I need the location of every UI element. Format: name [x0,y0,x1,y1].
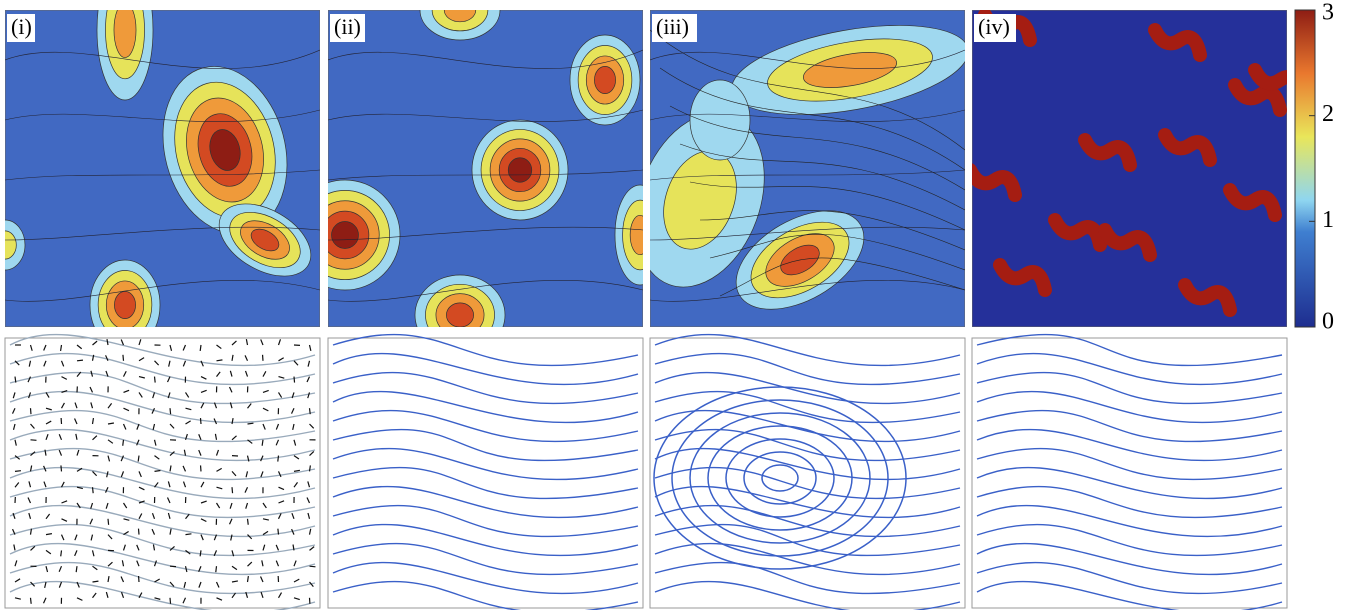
contour-panels: (i) (ii) (iii) (iv) [0,0,1300,355]
vector-arrow [278,456,279,462]
contour-blob [446,303,473,327]
vector-arrow [186,534,192,535]
panel-label: (i) [11,14,32,39]
vector-arrow [310,408,311,414]
streamline-panel [650,334,965,610]
colorbar-tick-label: 2 [1322,101,1334,127]
contour-blob [332,222,359,249]
contour-panel [290,0,665,355]
contour-blob [594,66,615,93]
vector-arrow [15,377,16,383]
vector-arrow [200,345,201,351]
colorbar-tick-label: 1 [1322,207,1334,233]
vector-arrow [248,423,254,424]
contour-blob [508,158,532,183]
panel-frame [328,338,643,608]
panel-frame [5,338,320,608]
colorbar [1295,10,1315,327]
contour-panel [970,10,1300,327]
vector-arrow [76,566,77,572]
vector-arrow [31,598,32,604]
contour-blob [444,0,476,22]
streamline-panel [972,334,1287,610]
vector-arrow [138,529,139,535]
vector-arrow [93,487,94,493]
contour-blob [114,291,135,318]
contour-blob [630,215,650,254]
vector-arrow [310,566,316,567]
vector-arrow [216,566,217,572]
vector-arrow [155,377,156,383]
vector-arrow [61,465,62,471]
vector-arrow [138,456,139,462]
figure: (i) (ii) (iii) (iv) 0 1 2 3 [0,0,1357,610]
colorbar-tick-label: 0 [1322,309,1334,335]
panel-frame [972,338,1287,608]
vector-arrow [77,360,83,361]
vector-arrow [15,471,21,472]
contour-panel [0,0,323,350]
contour-blob [114,2,136,57]
streamline-panel [5,334,320,610]
vector-arrow [200,418,201,424]
vector-arrow [170,598,171,604]
vector-arrow [123,440,124,446]
panel-label: (iii) [656,14,689,39]
contour-panel [613,10,975,330]
vector-arrow [108,519,109,525]
contour-blob [690,80,750,160]
vector-arrow [61,550,62,556]
vector-arrow [248,519,249,525]
vector-arrow [294,377,295,383]
vector-arrow [278,529,279,535]
vector-arrow [123,355,124,361]
panel-label: (ii) [334,14,361,39]
streamline-panels [5,334,1287,610]
vector-arrow [170,408,171,414]
streamline-panel [328,334,643,610]
vector-arrow [232,487,233,493]
panel-label: (iv) [978,14,1010,39]
colorbar-tick-label: 3 [1322,0,1334,26]
